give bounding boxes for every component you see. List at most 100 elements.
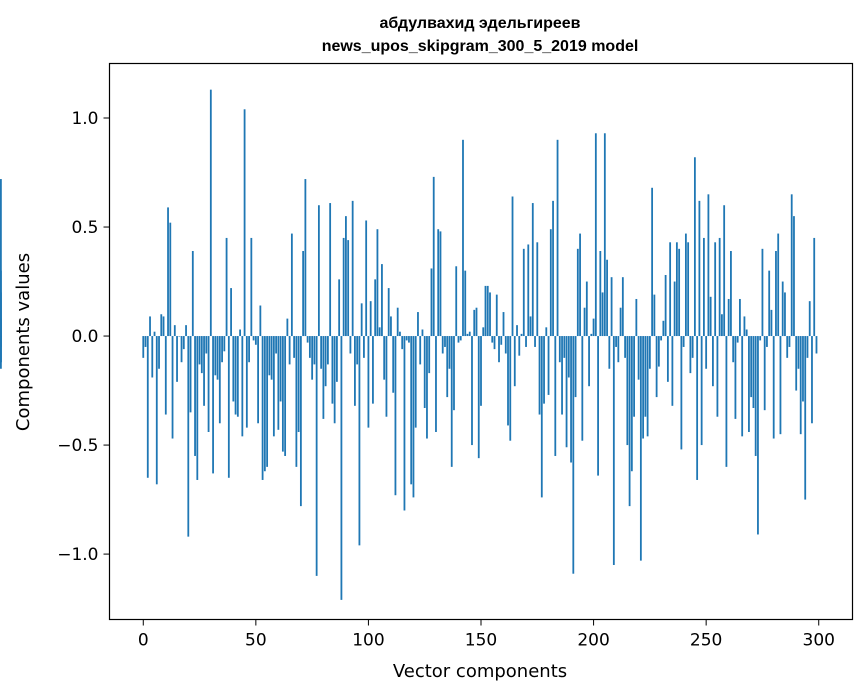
bar <box>428 336 431 374</box>
bar <box>484 285 487 337</box>
bar <box>540 336 543 498</box>
bar <box>473 309 476 337</box>
bar <box>626 336 629 446</box>
bar <box>536 242 539 337</box>
bar <box>441 336 444 354</box>
bar <box>270 336 273 380</box>
bar <box>320 336 323 369</box>
bar <box>522 248 525 337</box>
bar <box>345 216 347 337</box>
bar <box>493 336 496 350</box>
bar <box>349 336 352 354</box>
bar <box>754 336 757 456</box>
bar <box>529 316 532 337</box>
bar <box>275 336 278 354</box>
x-tick-label: 250 <box>690 631 722 651</box>
bar <box>432 176 435 337</box>
bar <box>0 179 2 337</box>
bar <box>419 336 422 365</box>
bar <box>770 309 773 337</box>
bar <box>606 259 608 337</box>
y-tick-label: 0.0 <box>71 327 98 347</box>
x-axis-label: Vector components <box>393 661 567 682</box>
bar <box>768 270 771 337</box>
bar <box>381 264 383 337</box>
bar <box>227 336 230 478</box>
bar <box>775 251 777 337</box>
bar <box>811 336 813 424</box>
bar <box>547 336 550 395</box>
bar <box>252 336 255 341</box>
bar <box>757 336 759 535</box>
bar <box>682 336 685 347</box>
bar <box>261 336 264 480</box>
bar <box>414 336 417 428</box>
bar <box>254 336 257 345</box>
bar <box>453 336 455 411</box>
bar <box>288 336 291 365</box>
bar <box>171 336 174 439</box>
bar <box>218 336 221 424</box>
bar <box>603 133 606 337</box>
bar <box>351 200 354 337</box>
bar <box>511 196 514 337</box>
bar <box>590 333 593 337</box>
bar <box>155 336 158 485</box>
bar <box>788 336 791 347</box>
bar <box>779 336 782 435</box>
bar <box>671 336 674 406</box>
bar <box>203 336 205 406</box>
bars-group <box>0 89 818 600</box>
bar <box>279 336 282 402</box>
bar <box>295 336 298 467</box>
bar <box>444 336 446 347</box>
bar <box>766 336 768 347</box>
bar <box>630 336 633 472</box>
bar <box>815 336 818 354</box>
bar <box>669 242 672 337</box>
bar <box>723 205 726 337</box>
bar <box>748 336 750 432</box>
bar <box>0 336 2 363</box>
bar <box>236 336 239 417</box>
bar <box>358 336 361 546</box>
bar <box>581 336 584 441</box>
y-tick-label: −1.0 <box>57 545 98 565</box>
bar <box>234 336 237 415</box>
bar <box>673 281 676 337</box>
bar <box>365 220 368 337</box>
bar <box>151 336 154 378</box>
bar <box>558 336 561 363</box>
bar <box>257 336 259 424</box>
bar <box>304 179 307 337</box>
bar <box>369 301 372 337</box>
bar <box>635 298 638 337</box>
bar <box>698 200 701 337</box>
bar <box>383 336 386 380</box>
bar <box>610 277 613 337</box>
bar <box>802 336 804 402</box>
bar <box>750 336 753 398</box>
bar <box>408 336 410 343</box>
bar <box>648 336 651 369</box>
bar <box>518 336 521 356</box>
bar <box>263 336 266 472</box>
bar <box>608 336 611 369</box>
bar <box>194 336 196 456</box>
bar <box>745 329 748 337</box>
bar <box>450 336 453 467</box>
bar <box>286 318 289 337</box>
bar <box>588 336 590 387</box>
bar <box>734 336 737 419</box>
bar <box>574 336 577 398</box>
bar <box>552 200 554 337</box>
bar <box>576 248 579 337</box>
bar <box>806 336 809 358</box>
bar <box>601 292 604 337</box>
bar <box>191 251 194 337</box>
bar <box>205 336 208 354</box>
bar <box>527 244 530 337</box>
bar <box>248 336 250 363</box>
